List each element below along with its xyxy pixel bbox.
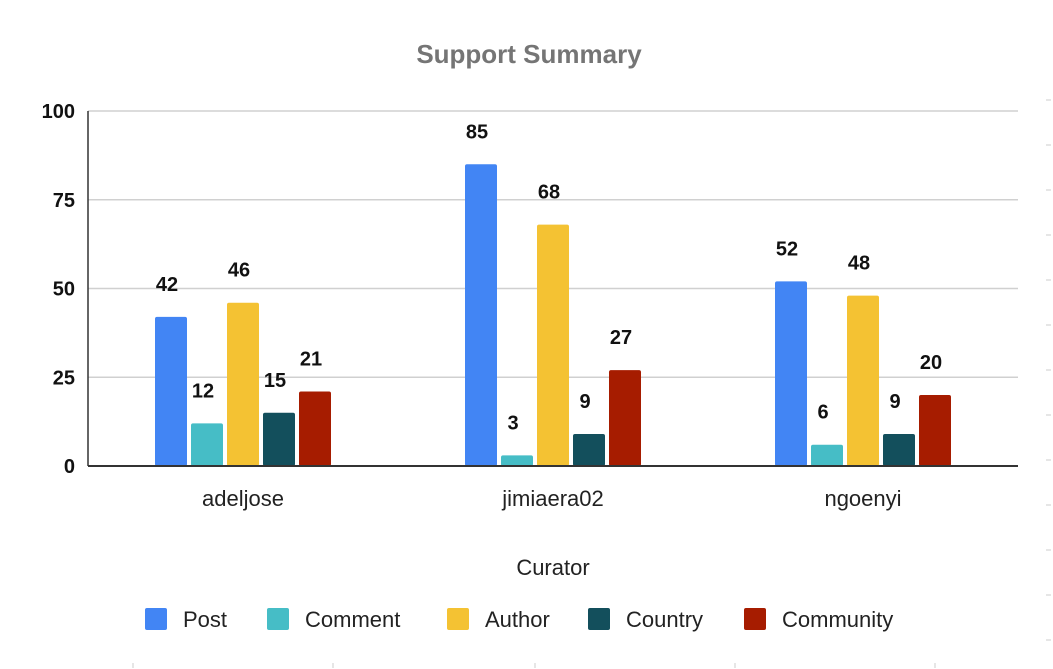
y-tick-label: 25 [53, 367, 75, 389]
bar-community-adeljose [299, 391, 331, 466]
bar-author-adeljose [227, 302, 259, 466]
x-category-label: ngoenyi [824, 486, 901, 511]
bar-country-jimiaera02 [573, 434, 605, 466]
y-tick-label: 100 [42, 101, 75, 123]
x-category-label: jimiaera02 [501, 486, 604, 511]
legend-label: Comment [305, 607, 400, 632]
x-axis-categories: adeljose jimiaera02 ngoenyi [202, 486, 902, 511]
y-tick-label: 75 [53, 190, 75, 212]
bar-community-jimiaera02 [609, 370, 641, 466]
bars [155, 164, 951, 466]
bar-post-ngoenyi [775, 281, 807, 466]
data-label: 42 [156, 274, 178, 296]
x-category-label: adeljose [202, 486, 284, 511]
legend-swatch-author [447, 608, 469, 630]
y-tick-label: 0 [64, 456, 75, 478]
legend-label: Author [485, 607, 550, 632]
data-label: 21 [300, 348, 322, 370]
bar-post-adeljose [155, 316, 187, 466]
bar-author-ngoenyi [847, 295, 879, 466]
data-label: 3 [507, 412, 518, 434]
bar-comment-jimiaera02 [501, 455, 533, 466]
legend-label: Community [782, 607, 893, 632]
bar-comment-ngoenyi [811, 444, 843, 466]
legend-label: Post [183, 607, 227, 632]
data-label: 68 [538, 182, 560, 204]
data-label: 9 [579, 391, 590, 413]
legend-label: Country [626, 607, 703, 632]
legend-swatch-comment [267, 608, 289, 630]
y-axis-ticks: 0 25 50 75 100 [42, 101, 75, 478]
data-label: 48 [848, 253, 870, 275]
frame-ticks [132, 99, 1051, 668]
data-label: 85 [466, 121, 488, 143]
y-tick-label: 50 [53, 279, 75, 301]
bar-post-jimiaera02 [465, 164, 497, 466]
legend-swatch-country [588, 608, 610, 630]
bar-community-ngoenyi [919, 395, 951, 466]
data-label: 15 [264, 370, 286, 392]
data-label: 12 [192, 380, 214, 402]
bar-country-adeljose [263, 412, 295, 466]
data-label: 20 [920, 352, 942, 374]
bar-country-ngoenyi [883, 434, 915, 466]
x-axis-title: Curator [516, 555, 589, 580]
data-label: 46 [228, 260, 250, 282]
bar-author-jimiaera02 [537, 224, 569, 466]
data-label: 52 [776, 238, 798, 260]
data-label: 27 [610, 327, 632, 349]
chart-title: Support Summary [416, 39, 642, 69]
data-labels: 42 12 46 15 21 85 3 68 9 27 52 6 48 9 20 [156, 121, 942, 434]
legend: Post Comment Author Country Community [145, 607, 893, 632]
legend-swatch-community [744, 608, 766, 630]
data-label: 6 [817, 402, 828, 424]
data-label: 9 [889, 391, 900, 413]
bar-comment-adeljose [191, 423, 223, 466]
legend-swatch-post [145, 608, 167, 630]
